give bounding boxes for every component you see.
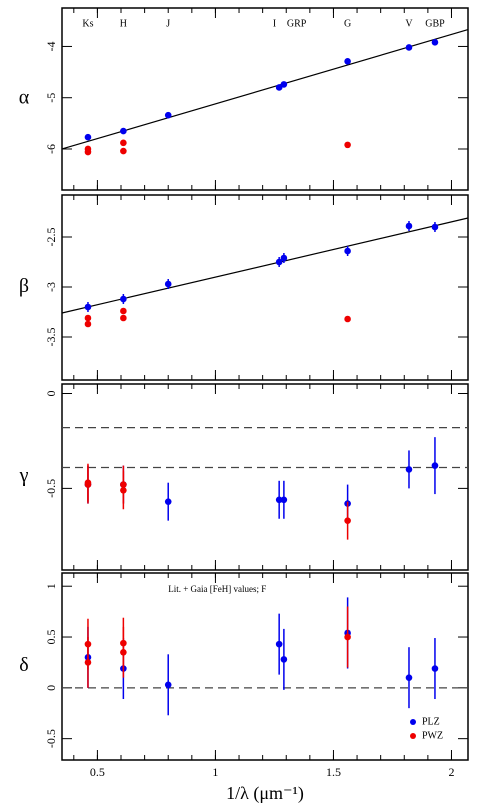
- plot-frame: [61, 572, 469, 761]
- legend-marker: [410, 719, 416, 725]
- annotation: Lit. + Gaia [FeH] values; F: [168, 584, 266, 594]
- x-tick-label: 1: [212, 765, 218, 779]
- y-tick-label: -2.5: [44, 228, 58, 247]
- y-axis-label: δ: [19, 654, 28, 676]
- data-point: [431, 665, 439, 672]
- y-tick-label: 0: [44, 390, 58, 396]
- data-point: [431, 223, 439, 231]
- data-point: [275, 640, 283, 648]
- y-tick-label: -0.5: [44, 729, 58, 748]
- data-point: [84, 303, 92, 311]
- plot-frame: [61, 194, 469, 381]
- x-tick-label: 2: [448, 765, 454, 779]
- data-point: [344, 517, 351, 524]
- plot-frame: [61, 383, 469, 571]
- y-tick-label: -5: [44, 93, 58, 103]
- data-point: [344, 141, 351, 149]
- data-point: [84, 320, 92, 328]
- data-point: [120, 648, 127, 656]
- data-point: [431, 462, 439, 469]
- data-point: [164, 111, 172, 119]
- band-label: J: [166, 18, 170, 29]
- y-tick-label: -4: [44, 41, 58, 51]
- data-point: [405, 44, 413, 51]
- y-axis-label: α: [19, 87, 30, 109]
- y-tick-label: 0.5: [44, 630, 58, 645]
- data-point: [120, 314, 127, 322]
- data-point: [120, 295, 127, 303]
- data-point: [275, 496, 283, 504]
- band-label: I: [273, 18, 276, 29]
- data-point: [405, 674, 413, 681]
- data-point: [84, 659, 92, 666]
- x-tick-label: 0.5: [90, 765, 105, 779]
- data-point: [280, 656, 288, 663]
- data-point: [344, 247, 351, 255]
- data-point: [84, 133, 92, 141]
- fit-line: [61, 28, 469, 150]
- data-point: [164, 681, 172, 689]
- data-point: [431, 39, 439, 46]
- data-point: [280, 496, 288, 504]
- data-point: [84, 481, 92, 488]
- y-tick-label: -3: [44, 282, 58, 292]
- data-point: [280, 254, 288, 262]
- y-axis-label: γ: [19, 465, 29, 487]
- data-point: [120, 147, 127, 155]
- fit-line: [61, 217, 469, 314]
- data-point: [344, 58, 351, 65]
- band-label: GBP: [425, 18, 445, 29]
- data-point: [344, 633, 351, 641]
- y-tick-label: 0: [44, 685, 58, 691]
- y-tick-label: -0.5: [44, 479, 58, 498]
- band-label: H: [120, 18, 127, 29]
- data-point: [120, 481, 127, 488]
- band-label: Ks: [82, 18, 93, 29]
- legend-marker: [410, 733, 416, 739]
- x-tick-label: 1.5: [326, 765, 341, 779]
- data-point: [164, 498, 172, 505]
- legend-label: PWZ: [422, 730, 443, 741]
- data-point: [164, 280, 172, 288]
- data-point: [275, 258, 283, 266]
- data-point: [344, 315, 351, 323]
- data-point: [120, 307, 127, 315]
- band-label: GRP: [287, 18, 307, 29]
- x-axis-label: 1/λ (μm⁻¹): [226, 783, 304, 804]
- y-tick-label: -6: [44, 144, 58, 154]
- y-tick-label: 1: [44, 583, 58, 589]
- data-point: [405, 466, 413, 473]
- y-tick-label: -3.5: [44, 328, 58, 347]
- legend-label: PLZ: [422, 716, 440, 727]
- data-point: [120, 127, 127, 135]
- y-axis-label: β: [19, 275, 29, 297]
- plot-frame: [61, 7, 469, 191]
- data-point: [120, 139, 127, 147]
- data-point: [280, 81, 288, 88]
- band-label: V: [405, 18, 413, 29]
- data-point: [84, 148, 92, 156]
- band-label: G: [344, 18, 351, 29]
- data-point: [405, 222, 413, 230]
- data-point: [84, 314, 92, 322]
- data-point: [275, 84, 283, 91]
